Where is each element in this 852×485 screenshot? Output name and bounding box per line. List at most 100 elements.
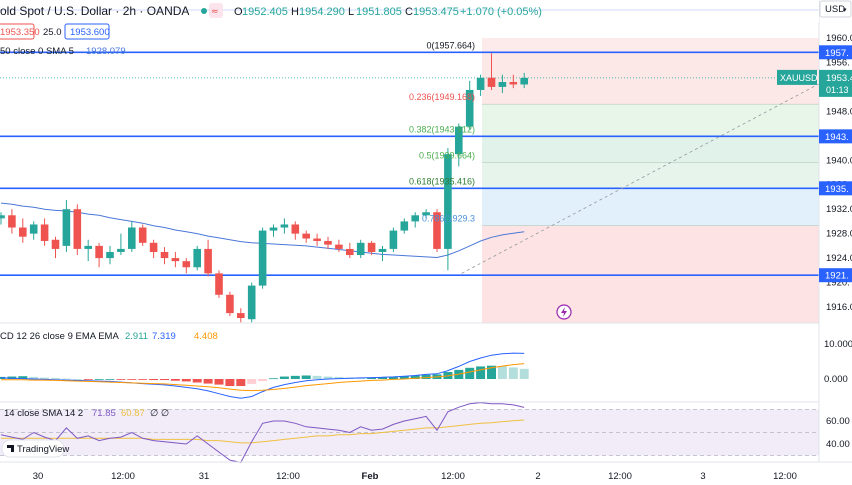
macd-histogram-bar xyxy=(236,379,246,386)
sell-button[interactable] xyxy=(0,23,35,40)
candle-body xyxy=(455,126,463,155)
macd-histogram-bar xyxy=(247,379,257,384)
macd-histogram-bar xyxy=(367,377,377,379)
sell-price: 1953.350 xyxy=(0,27,40,38)
macd-histogram-bar xyxy=(519,368,529,379)
macd-histogram-bar xyxy=(487,365,496,379)
hline-price-label: 1935. xyxy=(825,184,849,195)
rsi-pane xyxy=(0,402,819,463)
candle-body xyxy=(95,245,103,259)
candle-body xyxy=(346,248,354,256)
macd-histogram-bar xyxy=(323,376,333,379)
macd-histogram-bar xyxy=(410,375,420,379)
macd-histogram-bar xyxy=(127,379,137,380)
delay-wave-icon: ≈ xyxy=(211,7,219,17)
hline-price-box xyxy=(819,45,852,60)
last-price-badge: XAUUSD 1953.401:13 xyxy=(777,69,852,97)
macd-legend[interactable]: CD 12 26 close 9 EMA EMA xyxy=(0,331,119,342)
currency-selector[interactable] xyxy=(819,0,852,18)
fib-zone xyxy=(482,104,819,137)
candle-body xyxy=(269,227,278,231)
hline-price-label: 1921. xyxy=(825,271,849,282)
time-tick-label: 12:00 xyxy=(773,471,797,482)
candle-body xyxy=(487,77,496,87)
candle-body xyxy=(149,242,158,252)
rsi-tick-label: 40.00 xyxy=(826,439,850,450)
candle-body xyxy=(247,285,256,320)
candle-body xyxy=(280,224,289,228)
candle-body xyxy=(509,82,518,85)
ohlc-change: +1.070 (+0.05%) xyxy=(460,6,542,18)
macd-value-signal: 4.408 xyxy=(194,331,218,342)
indicator-legend[interactable]: 50 close 0 SMA 5 xyxy=(0,46,74,57)
lightning-bolt-icon xyxy=(561,307,567,317)
candle-body xyxy=(378,248,387,252)
macd-histogram-bar xyxy=(192,379,202,383)
candle-body xyxy=(51,239,60,249)
candle-body xyxy=(171,258,180,262)
buy-price: 1953.600 xyxy=(70,27,110,38)
fib-label: 0.786(1929.3 xyxy=(422,214,475,224)
fib-labels: 0(1957.664) 0.236(1949.168) 0.382(1943.912… xyxy=(409,40,475,223)
time-tick-label: 12:00 xyxy=(608,471,632,482)
price-tick-label: 1948.0 xyxy=(826,106,852,117)
candles xyxy=(0,53,528,323)
ohlc-value: 1954.290 xyxy=(299,6,345,18)
time-tick-label: 12:00 xyxy=(441,471,465,482)
fib-label: 0(1957.664) xyxy=(426,40,475,50)
fib-label: 0.236(1949.168) xyxy=(409,92,475,102)
badge-price-box xyxy=(819,69,852,97)
candle-body xyxy=(193,248,201,268)
macd-tick-label: 0.000 xyxy=(824,374,848,385)
macd-histogram-bar xyxy=(356,377,366,379)
candle-body xyxy=(498,82,507,87)
macd-histogram-bar xyxy=(279,376,289,379)
ohlc-values: O 1952.405 H 1954.290 L 1951.805 C 1953.475 +1.0… xyxy=(234,6,542,18)
rsi-sma-value: 60.87 xyxy=(121,408,145,419)
time-tick-label: 2 xyxy=(535,471,540,482)
macd-value-hist: 2.911 xyxy=(125,331,148,342)
rsi-legend[interactable]: 14 close SMA 14 2 xyxy=(4,408,83,419)
fib-label: 0.618(1935.416) xyxy=(409,176,475,186)
price-tick-label: 1924.0 xyxy=(826,253,852,264)
chevron-down-icon: ▾ xyxy=(843,6,847,14)
candle-body xyxy=(324,240,332,245)
buy-button[interactable] xyxy=(64,23,110,40)
macd-histogram-bar xyxy=(258,379,268,382)
macd-histogram-bar xyxy=(7,376,17,379)
candle-body xyxy=(117,248,125,252)
macd-histogram-bar xyxy=(334,376,344,379)
candle-body xyxy=(8,215,16,228)
trend-line xyxy=(461,83,820,274)
price-tick-label: 1956. xyxy=(826,57,850,68)
rsi-value: 71.85 xyxy=(92,408,116,419)
macd-histogram-bar xyxy=(83,379,93,380)
ohlc-key: L xyxy=(348,6,354,18)
symbol-title[interactable]: old Spot / U.S. Dollar · 2h · OANDA xyxy=(0,4,189,18)
macd-histogram-bar xyxy=(269,378,278,380)
candle-body xyxy=(465,89,474,127)
macd-histogram-bar xyxy=(170,379,180,381)
candle-body xyxy=(73,209,82,249)
candle-body xyxy=(204,248,212,274)
candle-body xyxy=(84,245,92,249)
fib-zone-top xyxy=(482,38,819,53)
tradingview-logo[interactable] xyxy=(1,439,65,458)
time-tick-label: 30 xyxy=(33,471,44,482)
tradingview-logo-icon xyxy=(7,445,14,452)
rsi-sma-line xyxy=(1,419,525,444)
time-axis[interactable]: 30 12:00 31 12:00 Feb 12:00 2 12:00 3 12:00 xyxy=(33,471,797,482)
macd-histogram-bar xyxy=(61,378,71,380)
fib-label: 0.382(1943.912) xyxy=(409,124,475,134)
macd-histogram-bar xyxy=(508,367,518,379)
delay-badge-icon xyxy=(209,3,223,18)
rsi-extra-value: ∅ ∅ xyxy=(150,408,169,419)
macd-histogram-bar xyxy=(421,374,431,379)
price-tick-label: 1960.0 xyxy=(826,33,852,44)
macd-histogram-bar xyxy=(149,379,159,381)
fib-zone xyxy=(482,162,819,189)
hline-price-box xyxy=(819,129,852,144)
macd-histogram-bar xyxy=(105,379,115,380)
